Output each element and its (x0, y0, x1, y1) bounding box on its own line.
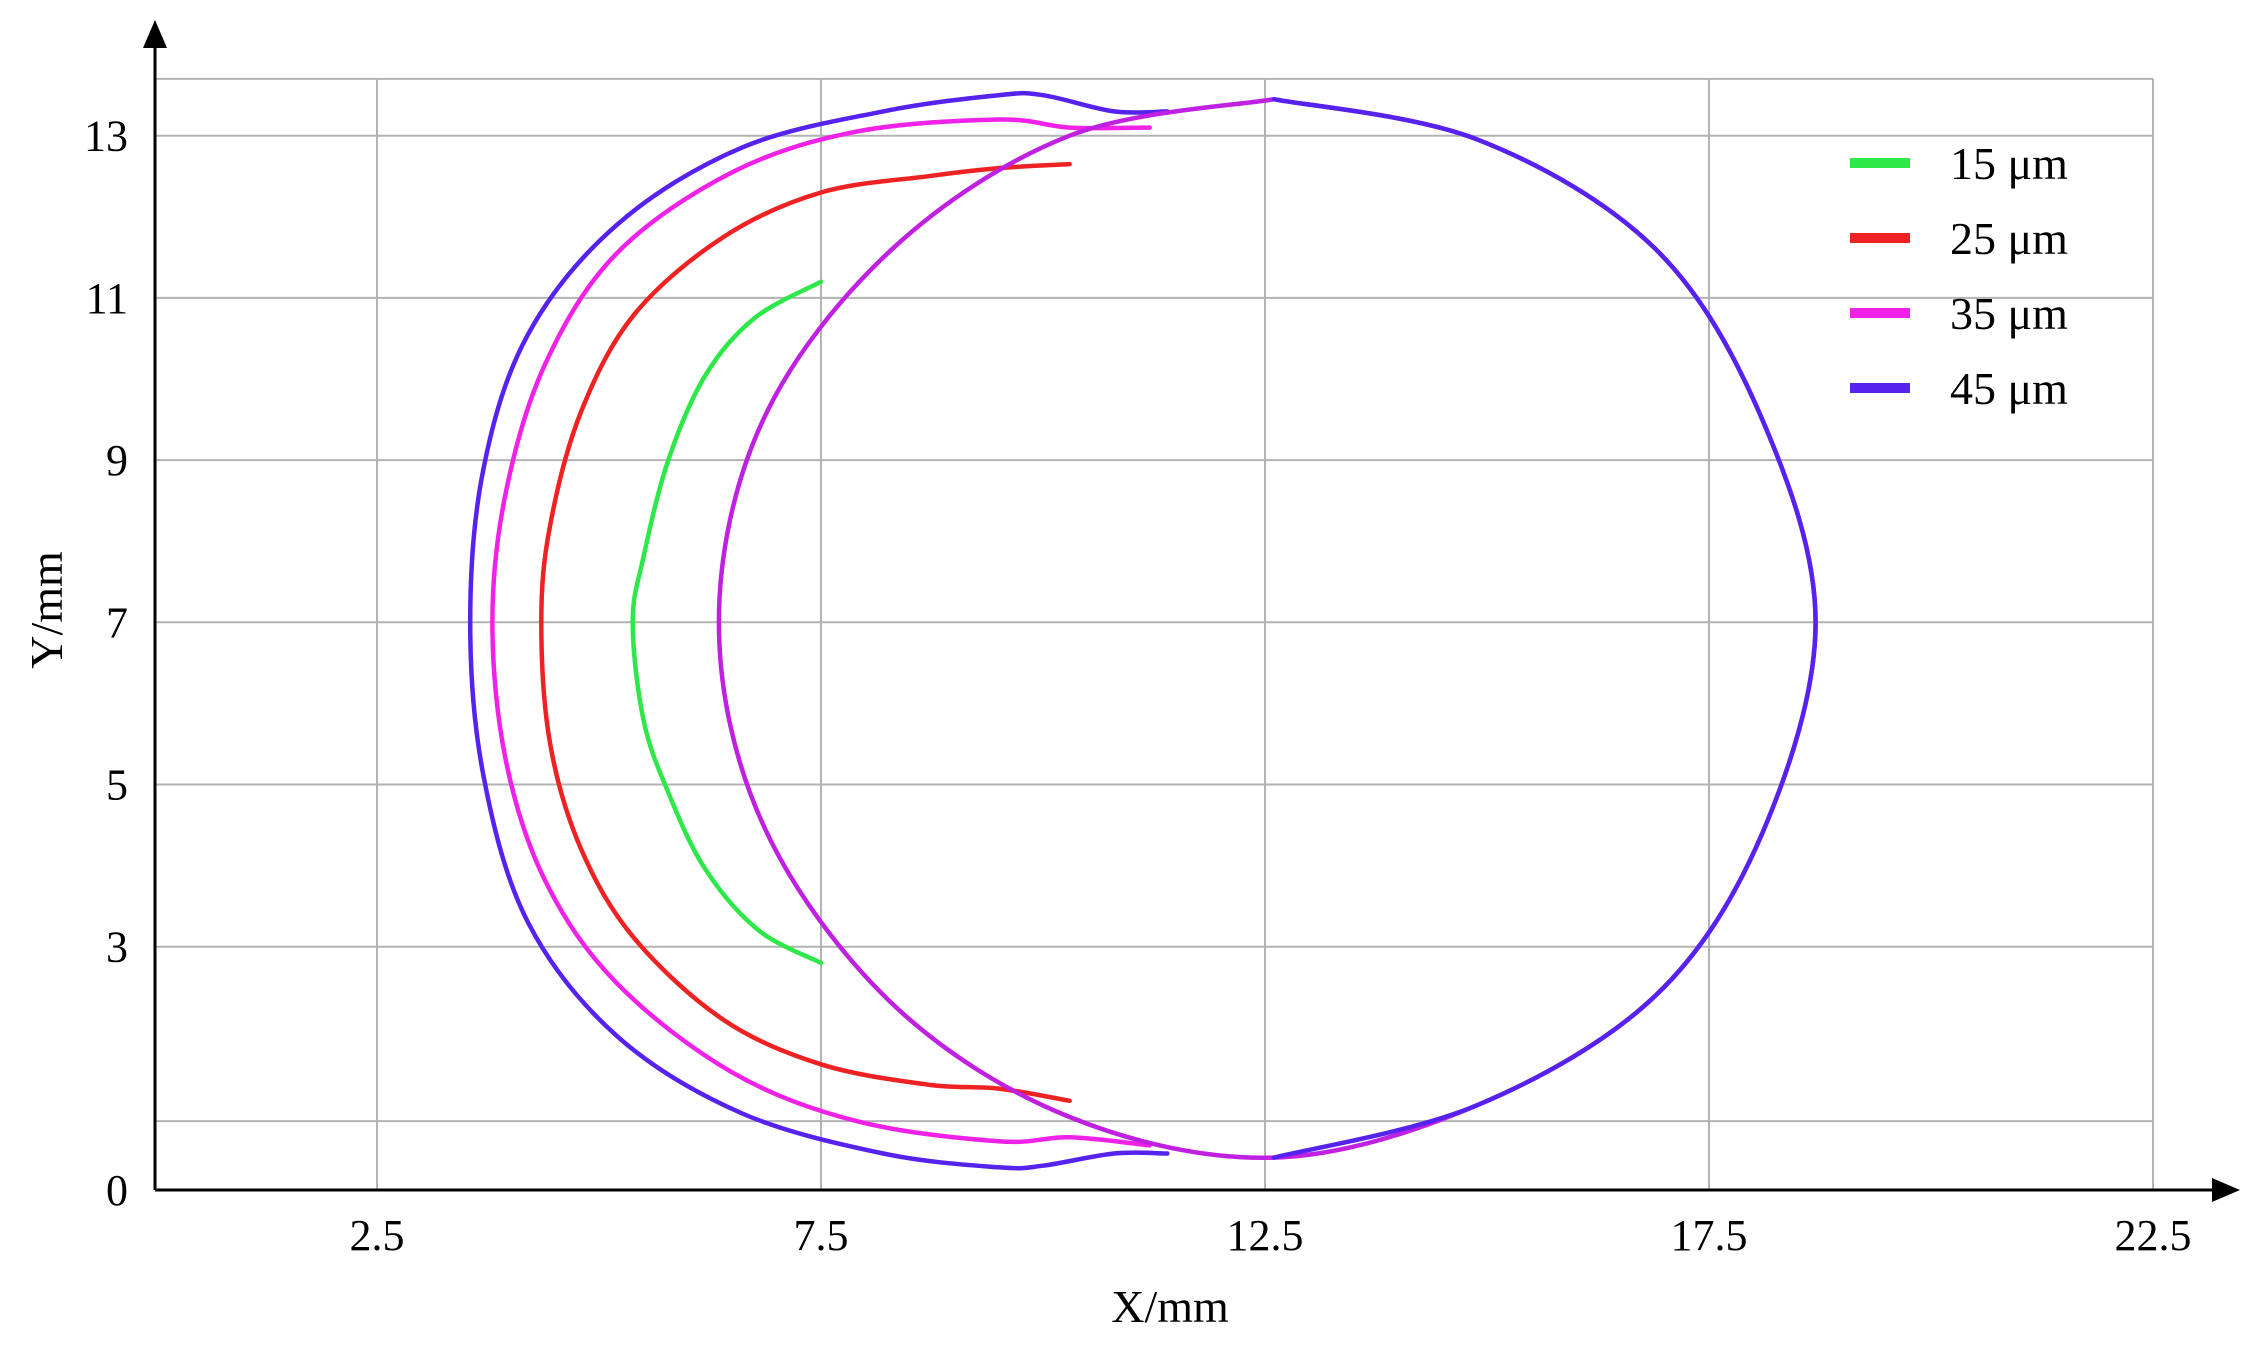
x-axis-arrow-icon (2212, 1178, 2240, 1202)
y-axis-title: Y/mm (21, 551, 72, 669)
series-line (1271, 96, 1818, 1160)
x-tick-label: 7.5 (794, 1211, 849, 1260)
y-axis-arrow-icon (143, 20, 167, 48)
legend-label: 15 μm (1950, 138, 2068, 189)
legend-label: 25 μm (1950, 213, 2068, 264)
x-tick-label: 2.5 (350, 1211, 405, 1260)
series-line (539, 161, 1072, 1104)
legend: 15 μm 25 μm 35 μm 45 μm (1850, 138, 2068, 414)
y-tick-label: 11 (86, 274, 128, 323)
y-tick-label: 3 (106, 923, 128, 972)
y-tick-label: 7 (106, 598, 128, 647)
legend-label: 45 μm (1950, 363, 2068, 414)
x-axis-title: X/mm (1111, 1281, 1229, 1332)
y-tick-label: 9 (106, 436, 128, 485)
x-tick-label: 12.5 (1227, 1211, 1304, 1260)
series-line (490, 117, 1152, 1148)
y-tick-label: 13 (84, 112, 128, 161)
x-tick-label: 22.5 (2115, 1211, 2192, 1260)
legend-label: 35 μm (1950, 288, 2068, 339)
grid-layer (155, 77, 2154, 1190)
axes-layer (143, 20, 2240, 1202)
ticks-layer: 2.5 7.5 12.5 17.5 22.5 0 3 5 7 9 11 13 (84, 112, 2192, 1260)
series-line (467, 90, 1170, 1171)
series-line (630, 279, 824, 966)
series-layer (467, 90, 1818, 1171)
y-tick-label: 5 (106, 761, 128, 810)
x-tick-label: 17.5 (1671, 1211, 1748, 1260)
y-tick-label: 0 (106, 1166, 128, 1215)
